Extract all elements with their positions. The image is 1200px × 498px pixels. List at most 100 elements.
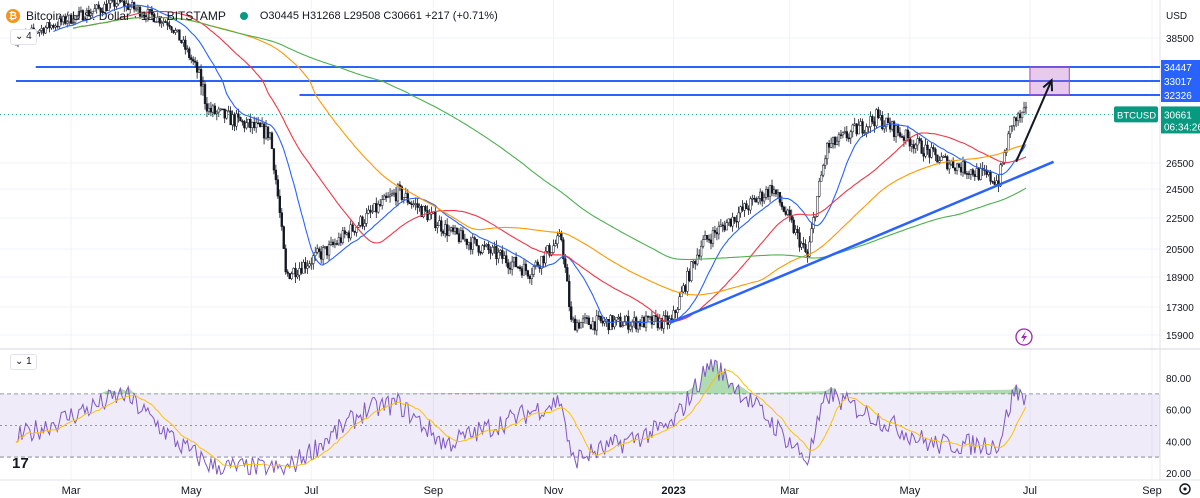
- candle-body: [134, 8, 138, 11]
- price-tick-label: 20500: [1166, 245, 1194, 256]
- candle-body: [593, 321, 596, 331]
- time-tick-label: Nov: [544, 485, 564, 497]
- indicator-toggle-top[interactable]: ⌄ 4: [10, 29, 37, 45]
- candle-body: [379, 204, 382, 206]
- candle-body: [215, 111, 218, 115]
- candle-body: [861, 121, 864, 134]
- candle-body: [190, 57, 193, 60]
- candle-body: [778, 192, 782, 203]
- candle-body: [323, 246, 327, 248]
- candle-body: [286, 271, 289, 274]
- time-tick-label: Mar: [62, 485, 81, 497]
- candle-body: [847, 137, 850, 140]
- candle-body: [881, 115, 884, 130]
- last-price-tag: [1161, 106, 1200, 134]
- candle-body: [258, 122, 262, 127]
- candle-body: [390, 193, 394, 196]
- candle-body: [546, 245, 549, 252]
- candle-body: [879, 115, 882, 118]
- candle-body: [786, 209, 789, 215]
- candle-body: [1009, 125, 1012, 135]
- candle-body: [221, 108, 224, 111]
- horizontal-levels[interactable]: [0, 66, 1160, 115]
- candle-body: [129, 6, 132, 10]
- moving-average-line[interactable]: [72, 10, 1027, 323]
- candle-body: [965, 173, 969, 175]
- candle-body: [721, 224, 724, 227]
- rsi-signal-line[interactable]: [15, 369, 1027, 468]
- candle-body: [670, 318, 673, 320]
- candle-body: [499, 250, 502, 253]
- candle-body: [485, 244, 488, 246]
- level-price-label: 33017: [1164, 77, 1192, 88]
- candle-body: [312, 255, 315, 264]
- candle-body: [213, 105, 216, 115]
- candle-body: [568, 281, 571, 307]
- candle-body: [194, 60, 197, 63]
- moving-average-line[interactable]: [53, 4, 1027, 324]
- candle-body: [306, 265, 309, 269]
- time-axis[interactable]: Mar May Jul Sep Nov 2023 Mar May Jul Sep 17: [12, 455, 1162, 497]
- candle-body: [646, 315, 650, 318]
- candle-body: [906, 129, 910, 138]
- price-axis[interactable]: USD 38500 26500 24500 22500 20500 18900 17300 15…: [1166, 11, 1194, 495]
- gear-icon[interactable]: [1179, 483, 1191, 495]
- candle-body: [1011, 125, 1014, 127]
- candle-body: [766, 189, 770, 197]
- bitcoin-icon: ₿: [6, 9, 20, 23]
- candle-body: [607, 319, 610, 331]
- candle-body: [798, 232, 801, 248]
- rsi-overbought-fill: [100, 359, 1021, 394]
- candle-body: [719, 224, 722, 227]
- candle-body: [69, 14, 73, 24]
- candle-body: [58, 18, 61, 27]
- candle-body: [1013, 117, 1016, 126]
- candle-body: [713, 230, 717, 233]
- drawings[interactable]: [669, 66, 1070, 346]
- candle-body: [247, 118, 250, 124]
- candles[interactable]: [14, 0, 1028, 336]
- symbol-title[interactable]: Bitcoin / U.S. Dollar · 1D · BITSTAMP: [26, 9, 226, 23]
- candle-body: [729, 218, 732, 227]
- candle-body: [294, 268, 297, 278]
- moving-average-line[interactable]: [72, 16, 1027, 261]
- candle-body: [404, 193, 407, 198]
- candle-body: [894, 125, 898, 138]
- candle-body: [910, 144, 913, 147]
- candle-body: [818, 181, 821, 197]
- candle-body: [475, 238, 478, 246]
- chevron-down-icon: ⌄: [15, 356, 24, 367]
- candle-body: [857, 125, 860, 135]
- rsi-line[interactable]: [15, 359, 1027, 477]
- candle-body: [438, 220, 441, 226]
- indicator-toggle-bottom[interactable]: ⌄ 1: [10, 354, 37, 370]
- moving-averages[interactable]: [53, 4, 1027, 324]
- rsi-tick-label: 40.00: [1166, 437, 1191, 448]
- candle-body: [686, 271, 689, 292]
- candle-body: [946, 156, 949, 170]
- candle-body: [422, 206, 425, 217]
- candle-body: [1020, 111, 1024, 119]
- candle-body: [654, 315, 658, 318]
- candle-body: [335, 243, 339, 245]
- candle-body: [408, 202, 411, 204]
- candle-body: [260, 123, 264, 127]
- rsi-lines[interactable]: [15, 359, 1027, 477]
- candle-body: [924, 144, 927, 157]
- candle-body: [776, 192, 780, 195]
- candle-body: [349, 224, 352, 239]
- candle-body: [942, 156, 945, 158]
- candle-body: [739, 206, 742, 214]
- level-price-tag: [1161, 88, 1200, 102]
- candle-body: [337, 237, 341, 245]
- candle-body: [188, 48, 191, 58]
- price-tick-label: 22500: [1166, 214, 1194, 225]
- candle-body: [768, 185, 772, 197]
- candle-body: [253, 122, 256, 129]
- projection-arrow[interactable]: [1015, 79, 1053, 163]
- time-tick-label: 2023: [661, 485, 685, 497]
- candle-body: [733, 216, 736, 222]
- support-trendline[interactable]: [669, 160, 1055, 325]
- candle-body: [867, 126, 870, 128]
